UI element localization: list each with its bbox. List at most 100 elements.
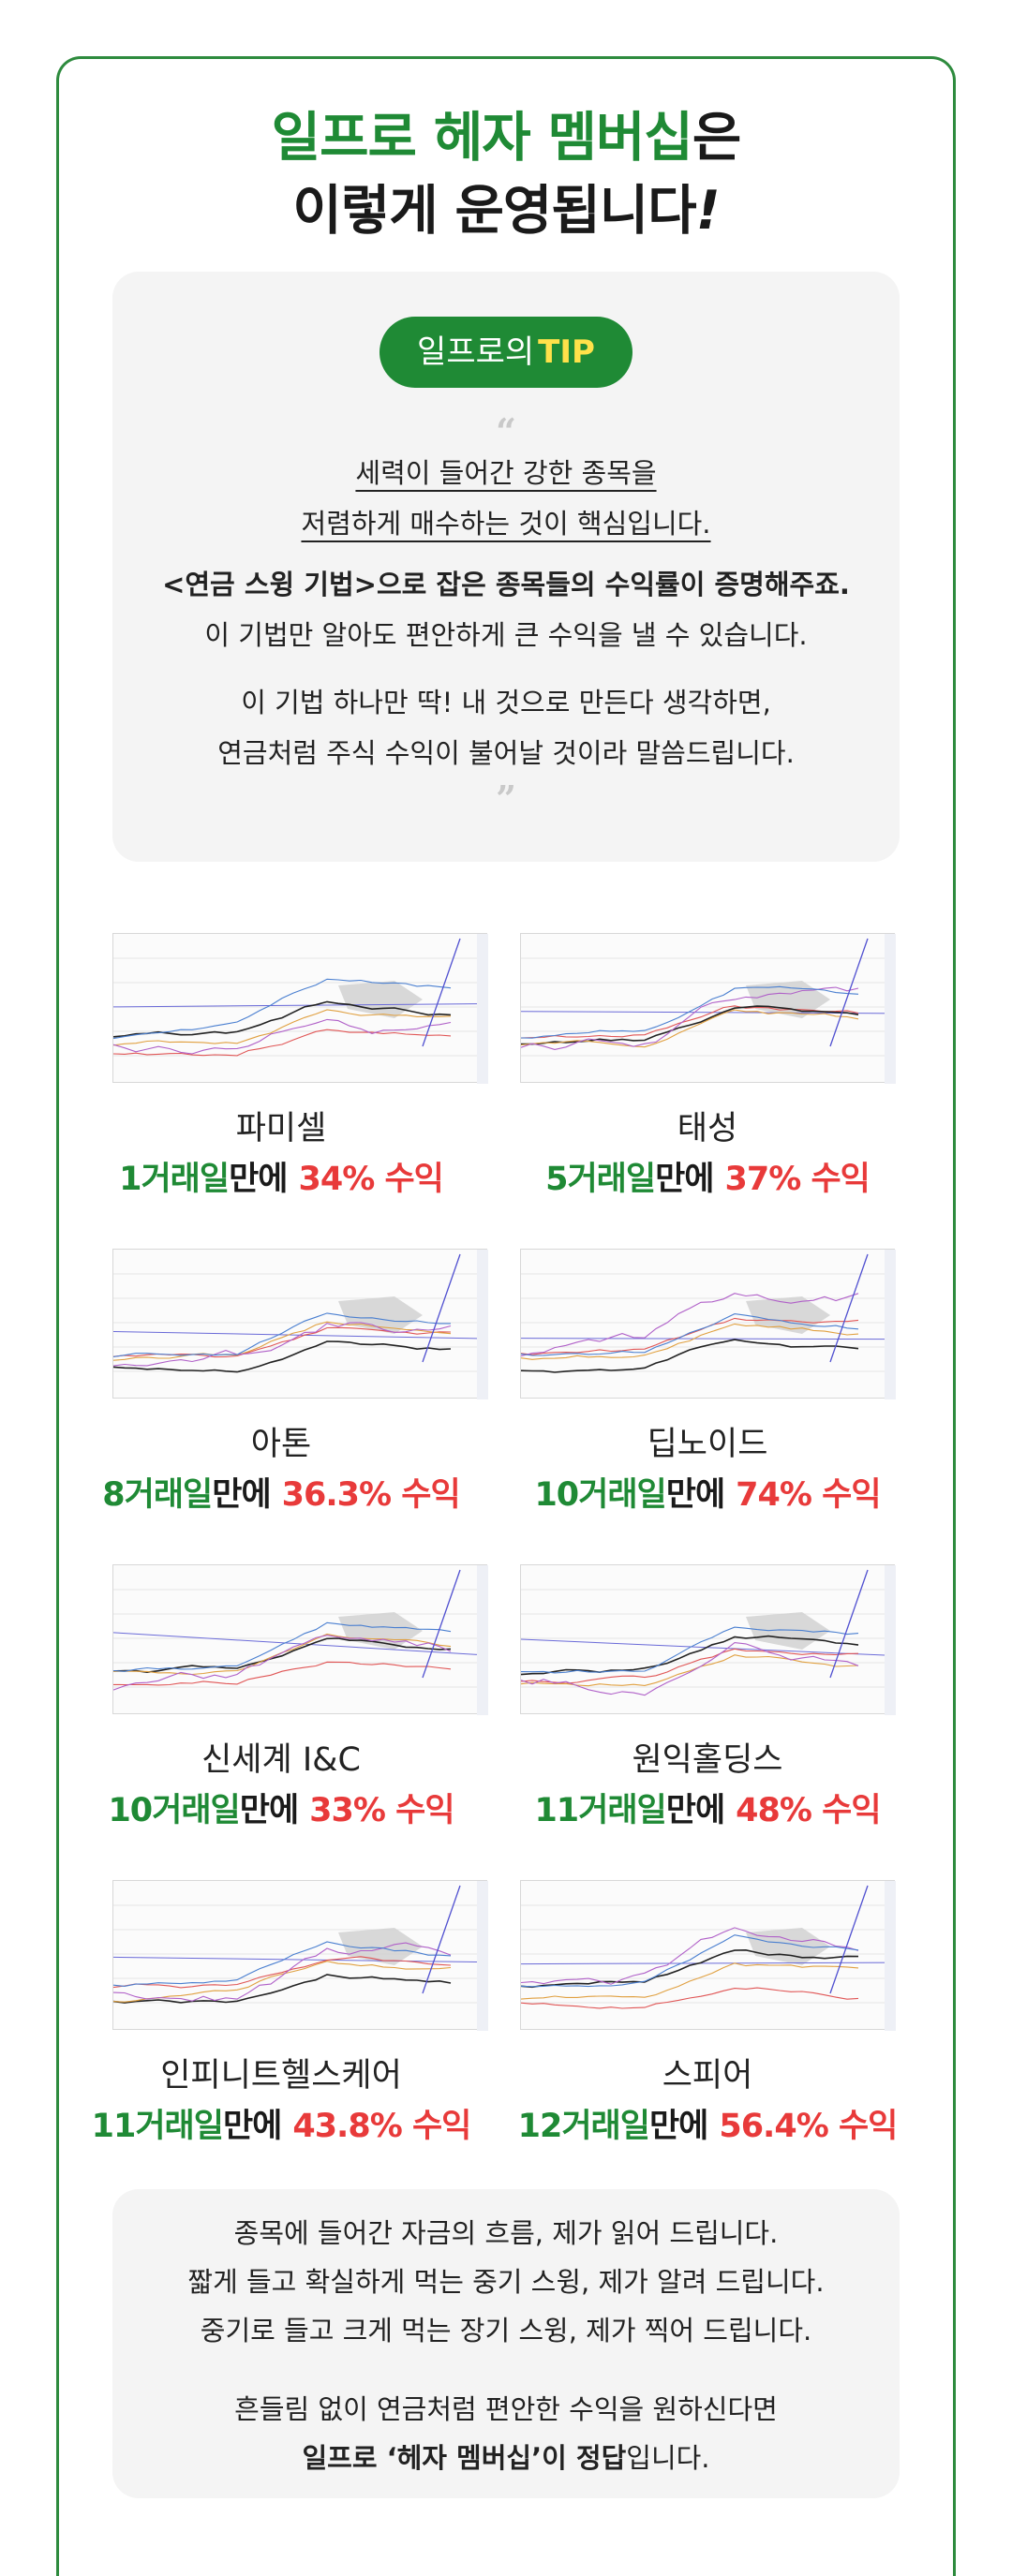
stock-profit: 48% 수익 — [736, 1792, 881, 1829]
chart-price-axis — [885, 934, 896, 1084]
chart-series-line — [521, 1934, 859, 1988]
stock-result: 1거래일만에 34% 수익 — [56, 1156, 506, 1203]
chart-price-axis — [477, 934, 488, 1084]
chart-price-axis — [477, 1250, 488, 1399]
bottom-text-block: 종목에 들어간 자금의 흐름, 제가 읽어 드립니다. 짧게 들고 확실하게 먹… — [0, 2209, 1012, 2355]
stock-days: 11거래일 — [534, 1792, 666, 1829]
chart-series-line — [521, 985, 859, 1039]
chart-trend-line — [829, 1569, 869, 1679]
stock-chart-thumbnail — [520, 1249, 896, 1399]
stock-result: 11거래일만에 43.8% 수익 — [56, 2103, 506, 2150]
chart-trend-line — [829, 1253, 869, 1363]
chart-series-line — [521, 986, 859, 1050]
chart-series-line — [521, 1927, 859, 1985]
chart-series-line — [113, 1322, 452, 1367]
chart-series-line — [113, 1029, 452, 1057]
stock-mid: 만에 — [239, 1792, 299, 1829]
chart-level-line — [521, 1338, 896, 1340]
chart-series-line — [113, 1956, 452, 1989]
chart-cloud — [338, 1612, 423, 1650]
chart-level-line — [521, 1011, 896, 1014]
chart-series-line — [113, 1312, 451, 1357]
chart-series-line — [113, 1637, 452, 1674]
title-line2: 이렇게 운영됩니다 — [292, 180, 696, 242]
tip-badge-strong: TIP — [538, 333, 595, 371]
stock-profit: 34% 수익 — [298, 1161, 444, 1198]
chart-series-line — [521, 1317, 859, 1355]
tip-underlined-text: 세력이 들어간 강한 종목을 저렴하게 매수하는 것이 핵심입니다. — [0, 448, 1012, 549]
tip-line-2: 저렴하게 매수하는 것이 핵심입니다. — [301, 508, 711, 540]
tip-closing-1: 이 기법 하나만 딱! 내 것으로 만든다 생각하면, — [241, 687, 771, 718]
stock-profit: 36.3% 수익 — [281, 1476, 461, 1514]
chart-trend-line — [829, 1885, 869, 1994]
bottom-closing-block: 흔들림 없이 연금처럼 편안한 수익을 원하신다면 일프로 ‘헤자 멤버십’이 … — [0, 2385, 1012, 2482]
chart-series-line — [113, 978, 452, 1040]
chart-series-line — [521, 1962, 859, 2000]
chart-series-line — [113, 1000, 452, 1038]
chart-series-line — [521, 1642, 859, 1696]
bottom-line-3: 중기로 들고 크게 먹는 장기 스윙, 제가 찍어 드립니다. — [200, 2315, 812, 2347]
stock-days: 10거래일 — [108, 1792, 240, 1829]
stock-mid: 만에 — [655, 1161, 714, 1198]
stock-days: 5거래일 — [545, 1161, 656, 1198]
chart-level-line — [113, 1003, 488, 1008]
chart-series-line — [521, 1005, 859, 1045]
stock-mid: 만에 — [229, 1161, 288, 1198]
stock-name: 인피니트헬스케어 — [160, 2057, 402, 2095]
bottom-line-4: 흔들림 없이 연금처럼 편안한 수익을 원하신다면 — [234, 2393, 778, 2425]
stock-profit: 43.8% 수익 — [292, 2108, 471, 2145]
bottom-line-1: 종목에 들어간 자금의 흐름, 제가 읽어 드립니다. — [233, 2217, 779, 2249]
stock-chart-thumbnail — [520, 1880, 896, 2031]
chart-series-line — [113, 1321, 452, 1361]
chart-cloud — [338, 981, 423, 1018]
chart-price-axis — [885, 1881, 896, 2031]
chart-image — [113, 934, 488, 1084]
chart-series-line — [521, 1654, 859, 1687]
chart-series-line — [521, 1323, 859, 1360]
chart-series-line — [113, 1621, 452, 1672]
stock-name: 파미셀 — [235, 1110, 327, 1147]
stock-name: 스피어 — [662, 2057, 753, 2095]
open-quote-icon: “ — [496, 410, 516, 452]
chart-series-line — [521, 1339, 859, 1373]
stock-profit: 56.4% 수익 — [719, 2108, 898, 2145]
chart-series-line — [113, 1961, 452, 2003]
chart-image — [113, 1250, 488, 1399]
stock-name: 원익홀딩스 — [632, 1741, 783, 1779]
tip-bold-line: <연금 스윙 기법>으로 잡은 종목들의 수익률이 증명해주죠. — [162, 569, 850, 600]
stock-days: 12거래일 — [517, 2108, 650, 2145]
chart-image — [521, 934, 896, 1084]
bottom-line-2: 짧게 들고 확실하게 먹는 중기 스윙, 제가 알려 드립니다. — [187, 2266, 825, 2298]
stock-profit: 74% 수익 — [736, 1476, 881, 1514]
chart-level-line — [113, 1956, 488, 1963]
chart-price-axis — [477, 1565, 488, 1715]
stock-result: 10거래일만에 33% 수익 — [56, 1787, 506, 1834]
stock-result: 12거래일만에 56.4% 수익 — [483, 2103, 932, 2150]
stock-name: 딥노이드 — [647, 1426, 768, 1463]
stock-chart-thumbnail — [112, 933, 488, 1084]
stock-result: 8거래일만에 36.3% 수익 — [56, 1472, 506, 1518]
tip-badge: 일프로의 TIP — [380, 317, 632, 388]
chart-series-line — [521, 1005, 859, 1039]
chart-price-axis — [885, 1565, 896, 1715]
bottom-line-5-suffix: 입니다. — [626, 2442, 710, 2474]
chart-price-axis — [477, 1881, 488, 2031]
stock-chart-thumbnail — [112, 1249, 488, 1399]
stock-chart-thumbnail — [112, 1564, 488, 1715]
tip-line-after-bold: 이 기법만 알아도 편안하게 큰 수익을 낼 수 있습니다. — [204, 619, 808, 651]
stock-result: 11거래일만에 48% 수익 — [483, 1787, 932, 1834]
chart-trend-line — [422, 1885, 461, 1994]
chart-trend-line — [422, 1569, 461, 1679]
chart-cloud — [338, 1928, 423, 1965]
chart-series-line — [521, 1293, 859, 1357]
tip-badge-prefix: 일프로의 — [417, 333, 535, 371]
stock-name: 태성 — [677, 1110, 738, 1147]
chart-image — [113, 1565, 488, 1715]
chart-series-line — [113, 1941, 452, 1987]
chart-cloud — [746, 1928, 830, 1965]
tip-line-1: 세력이 들어간 강한 종목을 — [355, 457, 657, 489]
tip-closing-2: 연금처럼 주식 수익이 불어날 것이라 말씀드립니다. — [217, 737, 795, 769]
stock-profit: 33% 수익 — [309, 1792, 454, 1829]
chart-image — [113, 1881, 488, 2031]
stock-mid: 만에 — [665, 1792, 725, 1829]
